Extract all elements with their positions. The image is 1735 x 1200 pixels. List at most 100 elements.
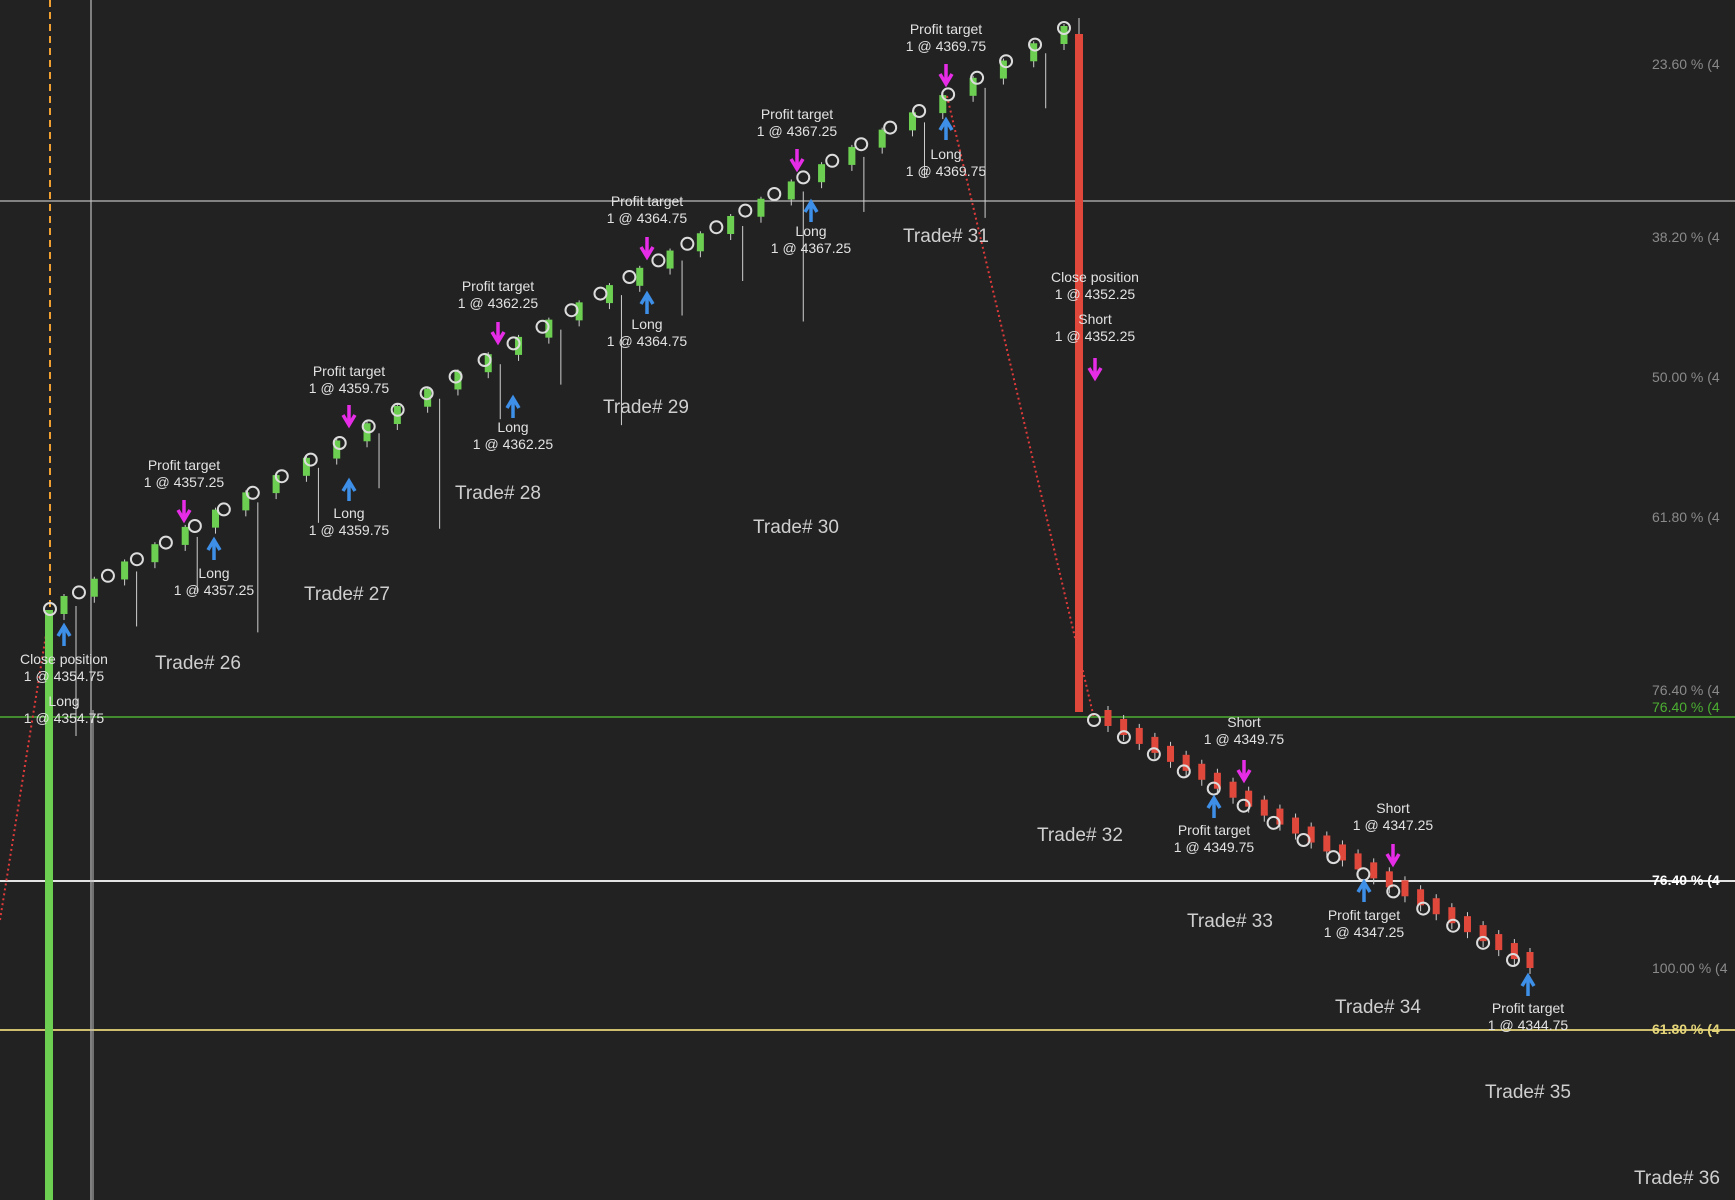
annotation-price: 1 @ 4347.25 — [1324, 924, 1405, 940]
annotation-label: Close position — [1051, 269, 1139, 285]
candle — [999, 60, 1007, 79]
candle — [1510, 943, 1518, 960]
short-arrow — [1236, 760, 1252, 784]
annotation-label: Profit target — [462, 278, 534, 294]
candle — [1448, 907, 1456, 924]
candle — [757, 198, 765, 217]
fill-marker — [1506, 953, 1520, 967]
candles — [45, 18, 1534, 1200]
candle — [181, 526, 189, 545]
trade-label: Trade# 33 — [1187, 911, 1273, 932]
big-red-bar — [1075, 34, 1083, 712]
annotation-price: 1 @ 4367.25 — [757, 123, 838, 139]
candle — [908, 112, 916, 131]
fill-marker — [738, 203, 753, 218]
candle — [1104, 710, 1112, 726]
long-arrow — [803, 198, 819, 222]
candle — [1276, 808, 1284, 825]
short-arrow — [789, 149, 805, 173]
annotation-label: Long — [48, 693, 79, 709]
candle — [1495, 934, 1503, 951]
trade-label: Trade# 26 — [155, 653, 241, 674]
candle — [424, 388, 432, 407]
trade-label: Trade# 32 — [1037, 825, 1123, 846]
fill-marker — [1116, 730, 1131, 745]
long-arrow — [1520, 972, 1536, 996]
candle — [1135, 727, 1143, 744]
fib-level-label: 76.40 % (4 — [1652, 699, 1720, 715]
short-arrow — [341, 405, 357, 429]
long-arrow — [206, 536, 222, 560]
candle — [1229, 781, 1237, 798]
candle — [1479, 925, 1487, 942]
horizontal-lines — [0, 200, 1735, 1031]
candle — [787, 181, 795, 200]
annotation-price: 1 @ 4357.25 — [144, 474, 225, 490]
annotation-price: 1 @ 4364.75 — [607, 210, 688, 226]
annotation-price: 1 @ 4367.25 — [771, 240, 852, 256]
annotation-label: Short — [1227, 714, 1261, 730]
short-arrow — [1385, 844, 1401, 868]
fill-marker — [332, 436, 347, 450]
fill-marker — [593, 286, 608, 301]
candle — [1030, 43, 1038, 62]
annotation-price: 1 @ 4354.75 — [24, 668, 105, 684]
candle — [696, 233, 704, 252]
candle — [1526, 952, 1534, 968]
long-arrow — [639, 290, 655, 314]
candle — [1432, 898, 1440, 915]
annotation-price: 1 @ 4359.75 — [309, 522, 390, 538]
candle — [1417, 889, 1425, 906]
fill-marker — [100, 568, 115, 583]
annotation-price: 1 @ 4362.25 — [473, 436, 554, 452]
big-green-bar — [45, 610, 53, 1200]
fill-marker — [680, 236, 695, 251]
candle — [1260, 799, 1268, 816]
long-arrow — [1356, 878, 1372, 902]
long-arrow — [341, 477, 357, 501]
annotation-label: Long — [631, 316, 662, 332]
short-arrow — [938, 64, 954, 88]
candle — [1151, 736, 1159, 753]
execution-arrows — [56, 64, 1536, 996]
annotation-label: Profit target — [1492, 1000, 1564, 1016]
fill-marker — [970, 70, 985, 85]
candle — [1385, 871, 1393, 888]
candle — [1307, 826, 1315, 843]
trade-label: Trade# 29 — [603, 397, 689, 418]
fill-marker — [941, 87, 956, 102]
fib-labels: 23.60 % (4 38.20 % (4 50.00 % (4 61.80 % (4… — [1652, 56, 1728, 1037]
fill-marker — [419, 386, 434, 401]
trade-label: Trade# 34 — [1335, 997, 1421, 1018]
annotation-price: 1 @ 4347.25 — [1353, 817, 1434, 833]
fill-marker — [477, 353, 492, 367]
candle — [1370, 862, 1378, 879]
annotation-price: 1 @ 4352.25 — [1055, 328, 1136, 344]
fill-marker — [187, 519, 202, 533]
trade-connector — [946, 95, 1095, 719]
fib-level-label: 76.40 % (4 — [1652, 682, 1720, 698]
trade-label: Trade# 30 — [753, 517, 839, 538]
fill-marker — [912, 104, 927, 118]
fill-marker — [129, 552, 144, 567]
fill-marker — [999, 54, 1014, 69]
long-arrow — [938, 116, 954, 140]
annotation-label: Profit target — [313, 363, 385, 379]
candle — [454, 371, 462, 390]
fill-marker — [1176, 764, 1191, 779]
fill-marker — [448, 369, 463, 384]
candle — [878, 129, 886, 148]
candle — [1167, 745, 1175, 762]
fill-marker — [1476, 935, 1491, 950]
fib-level-label: 61.80 % (4 — [1652, 509, 1720, 525]
trade-connectors — [0, 95, 1095, 921]
candle — [1182, 754, 1190, 771]
fill-marker — [564, 303, 579, 318]
annotation-label: Profit target — [148, 457, 220, 473]
candle — [575, 302, 583, 321]
candle — [939, 95, 947, 114]
short-arrow — [176, 500, 192, 524]
